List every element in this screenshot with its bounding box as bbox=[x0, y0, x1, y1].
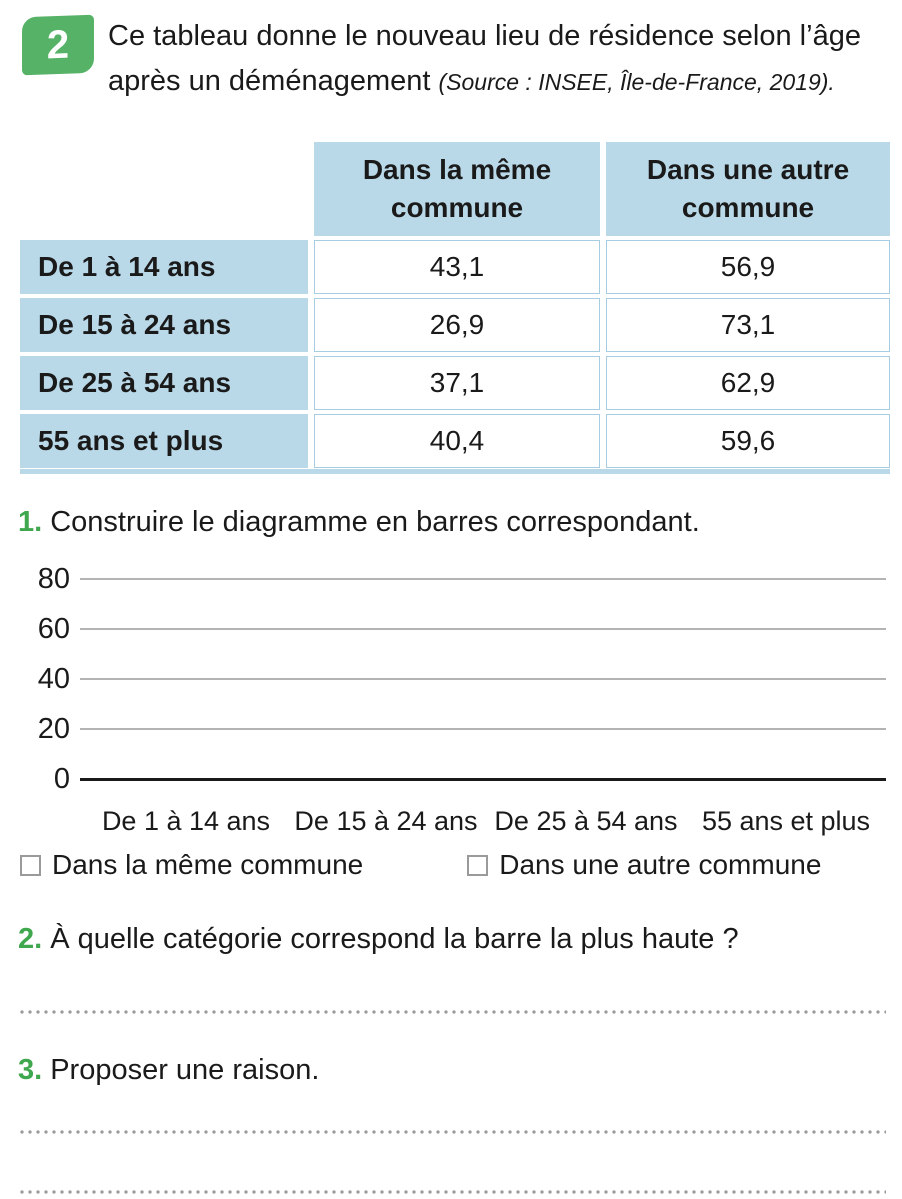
question-1-text: Construire le diagramme en barres corres… bbox=[50, 506, 700, 538]
question-3: 3. Proposer une raison. bbox=[18, 1052, 886, 1088]
checkbox-same-commune-icon[interactable] bbox=[20, 854, 41, 876]
question-3-number: 3. bbox=[18, 1053, 43, 1086]
x-axis-category-labels: De 1 à 14 ans De 15 à 24 ans De 25 à 54 … bbox=[86, 806, 886, 837]
legend-item-same-commune: Dans la même commune bbox=[20, 849, 363, 881]
table-header-other-commune: Dans une autre commune bbox=[606, 142, 890, 236]
y-axis-tick-0: 0 bbox=[53, 762, 70, 795]
table-cell-other: 59,6 bbox=[606, 414, 890, 468]
y-axis-tick-20: 20 bbox=[37, 712, 70, 745]
legend-label: Dans une autre commune bbox=[499, 849, 822, 881]
exercise-intro-text: Ce tableau donne le nouveau lieu de rési… bbox=[108, 20, 861, 97]
gridline-row-80: 80 bbox=[18, 554, 886, 604]
category-label: De 15 à 24 ans bbox=[294, 806, 478, 837]
question-1-number: 1. bbox=[18, 506, 43, 538]
exercise-number-badge: 2 bbox=[22, 14, 94, 76]
exercise-header: 2 Ce tableau donne le nouveau lieu de ré… bbox=[18, 14, 886, 116]
legend-item-other-commune: Dans une autre commune bbox=[467, 849, 821, 881]
table-corner-cell bbox=[20, 142, 308, 236]
gridline-row-40: 40 bbox=[18, 654, 886, 704]
category-label: 55 ans et plus bbox=[701, 806, 871, 837]
table-header-same-commune: Dans la même commune bbox=[314, 142, 600, 236]
question-2: 2. À quelle catégorie correspond la barre… bbox=[18, 921, 886, 957]
table-row-label: De 1 à 14 ans bbox=[20, 240, 308, 294]
table-cell-other: 62,9 bbox=[606, 356, 890, 410]
bar-chart-area[interactable]: 80 60 40 20 0 De 1 à 14 ans De 15 à 24 a… bbox=[18, 554, 886, 881]
data-table: Dans la même commune Dans une autre comm… bbox=[20, 142, 890, 474]
y-axis-tick-40: 40 bbox=[37, 662, 70, 695]
table-cell-other: 73,1 bbox=[606, 298, 890, 352]
question-2-number: 2. bbox=[18, 923, 43, 956]
source-text: (Source : INSEE, Île-de-France, 2019). bbox=[438, 69, 835, 95]
gridline-row-60: 60 bbox=[18, 604, 886, 654]
table-row-label: 55 ans et plus bbox=[20, 414, 308, 468]
gridline-80 bbox=[80, 578, 886, 581]
table-cell-same: 43,1 bbox=[314, 240, 600, 294]
exercise-number: 2 bbox=[46, 22, 70, 67]
y-axis-tick-60: 60 bbox=[37, 612, 70, 645]
table-cell-other: 56,9 bbox=[606, 240, 890, 294]
question-3-text: Proposer une raison. bbox=[50, 1053, 320, 1086]
question-2-text: À quelle catégorie correspond la barre l… bbox=[50, 923, 739, 956]
checkbox-other-commune-icon[interactable] bbox=[467, 854, 489, 876]
x-axis-line bbox=[80, 777, 886, 781]
table-cell-same: 37,1 bbox=[314, 356, 600, 410]
legend-label: Dans la même commune bbox=[52, 849, 364, 881]
y-axis-tick-80: 80 bbox=[37, 562, 70, 595]
gridline-60 bbox=[80, 628, 886, 631]
answer-line-q3-2[interactable] bbox=[18, 1189, 886, 1194]
category-label: De 25 à 54 ans bbox=[494, 806, 678, 837]
chart-legend: Dans la même commune Dans une autre comm… bbox=[18, 849, 886, 881]
gridline-row-20: 20 bbox=[18, 704, 886, 754]
question-1: 1. Construire le diagramme en barres corr… bbox=[18, 504, 886, 540]
table-row-label: De 15 à 24 ans bbox=[20, 298, 308, 352]
answer-line-q3-1[interactable] bbox=[18, 1129, 886, 1134]
table-bottom-border bbox=[20, 469, 890, 474]
table-cell-same: 40,4 bbox=[314, 414, 600, 468]
gridline-40 bbox=[80, 678, 886, 681]
answer-line-q2[interactable] bbox=[18, 1009, 886, 1014]
gridline-20 bbox=[80, 728, 886, 731]
table-row-label: De 25 à 54 ans bbox=[20, 356, 308, 410]
category-label: De 1 à 14 ans bbox=[101, 806, 271, 837]
table-cell-same: 26,9 bbox=[314, 298, 600, 352]
gridline-row-0: 0 bbox=[18, 754, 886, 804]
